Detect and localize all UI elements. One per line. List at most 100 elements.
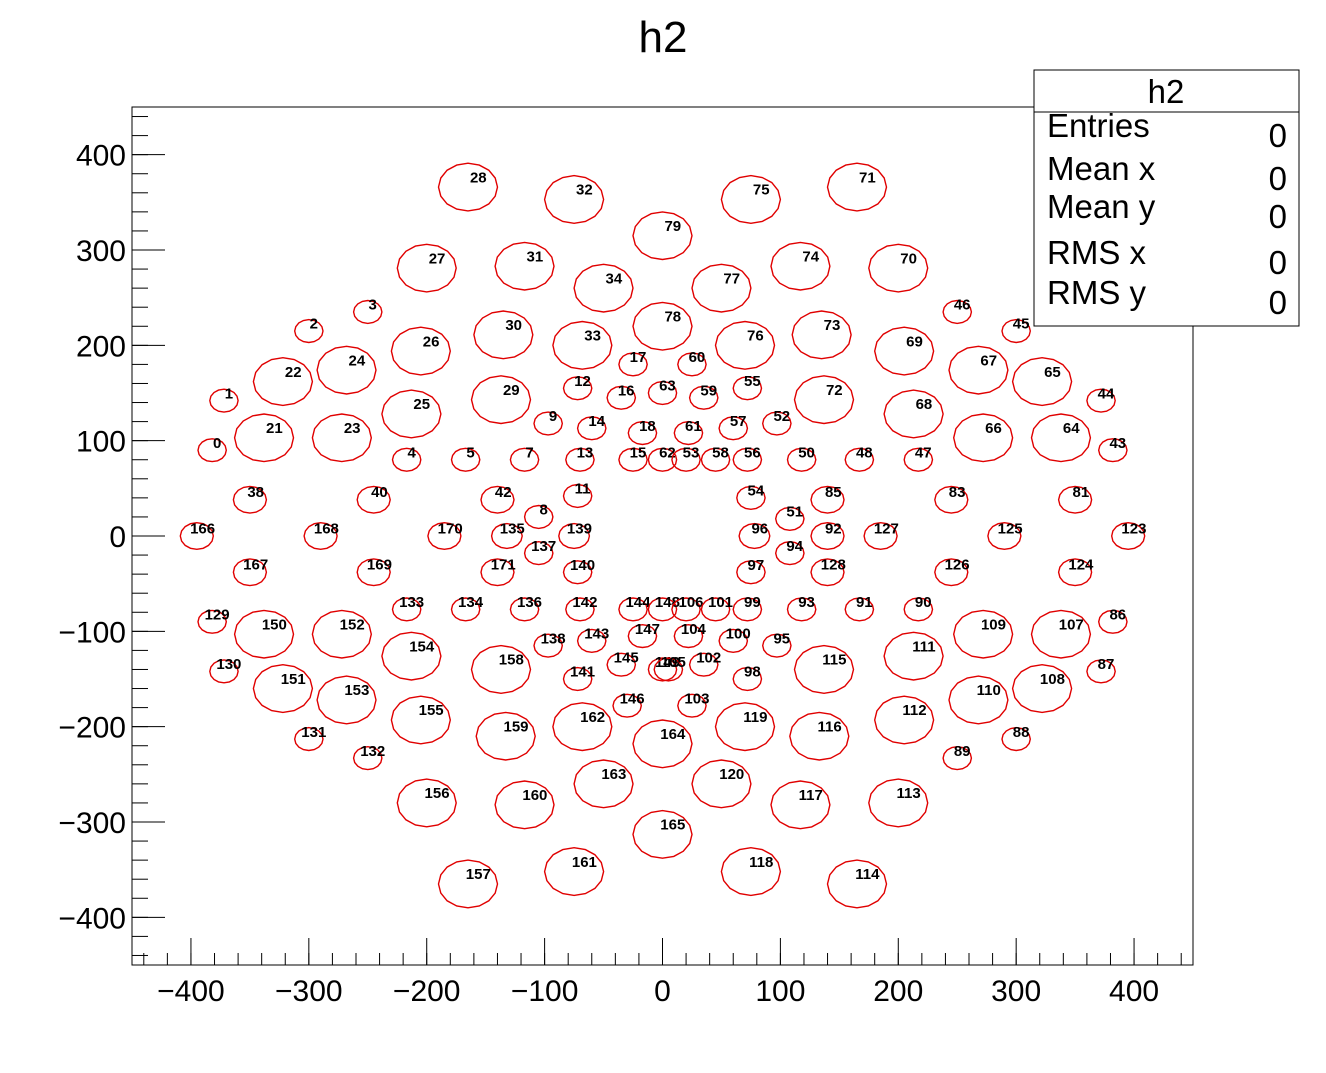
bin-79: 79: [632, 211, 693, 261]
bin-outline: [770, 241, 831, 291]
bin-label: 98: [744, 664, 761, 681]
bin-label: 124: [1068, 557, 1094, 574]
bin-label: 163: [601, 766, 626, 783]
bin-8: 8: [523, 502, 554, 530]
bin-142: 142: [565, 594, 597, 622]
bin-label: 171: [491, 557, 516, 574]
stats-box-frame: [1033, 69, 1300, 327]
bin-65: 65: [1011, 356, 1073, 407]
bin-outline: [303, 521, 338, 551]
stats-row-label: RMS y: [1047, 274, 1147, 311]
bin-outline: [390, 326, 452, 376]
bin-label: 47: [915, 444, 932, 461]
y-tick-label: 400: [76, 140, 126, 173]
bin-17: 17: [618, 349, 648, 377]
bin-169: 169: [356, 557, 392, 587]
bin-outline: [868, 778, 929, 828]
bin-outline: [562, 376, 593, 401]
bin-label: 21: [266, 420, 283, 437]
bin-label: 168: [314, 520, 339, 537]
bin-outline: [868, 243, 929, 293]
bin-151: 151: [252, 663, 314, 714]
bin-outline: [391, 597, 422, 622]
bin-81: 81: [1057, 484, 1093, 514]
bin-125: 125: [987, 520, 1023, 551]
bin-label: 117: [799, 787, 823, 804]
bin-161: 161: [543, 846, 605, 897]
bin-112: 112: [873, 695, 935, 745]
bin-50: 50: [786, 444, 817, 472]
bin-label: 159: [504, 718, 529, 735]
x-tick-label: 300: [991, 975, 1041, 1008]
bin-outline: [688, 385, 719, 410]
bin-outline: [948, 675, 1009, 725]
axes: −400 −300 −200 −100 0 100 200 300 400−400−300−20…: [58, 116, 1182, 1008]
bin-98: 98: [732, 664, 763, 692]
bin-outline: [1097, 609, 1128, 634]
bin-label: 57: [730, 413, 747, 430]
bin-outline: [233, 413, 295, 463]
bin-131: 131: [293, 724, 326, 752]
bin-label: 167: [243, 557, 268, 574]
bin-outline: [618, 597, 648, 622]
bin-label: 14: [588, 413, 605, 430]
bin-38: 38: [232, 484, 268, 514]
bin-144: 144: [618, 594, 651, 622]
bin-label: 66: [985, 420, 1002, 437]
bin-outline: [396, 243, 457, 293]
bin-label: 43: [1109, 435, 1126, 452]
bin-outline: [316, 675, 377, 725]
bin-outline: [903, 597, 934, 622]
bin-158: 158: [470, 644, 532, 695]
bin-label: 139: [567, 521, 592, 538]
bin-label: 61: [685, 418, 702, 435]
bin-label: 86: [1109, 607, 1126, 624]
bin-outline: [671, 447, 701, 472]
bin-outline: [632, 211, 693, 261]
bin-120: 120: [691, 759, 752, 809]
bin-label: 59: [700, 382, 717, 399]
bin-outline: [934, 485, 969, 514]
bin-outline: [533, 633, 564, 658]
bin-label: 157: [466, 866, 491, 883]
bin-45: 45: [1001, 316, 1032, 344]
bin-outline: [948, 345, 1009, 395]
bin-label: 16: [618, 382, 635, 399]
bin-157: 157: [437, 859, 499, 909]
bin-137: 137: [523, 538, 556, 566]
bin-label: 116: [818, 718, 842, 735]
bin-outline: [480, 485, 515, 514]
bin-46: 46: [942, 297, 973, 325]
bin-outline: [1086, 388, 1116, 413]
bin-64: 64: [1030, 413, 1092, 463]
bin-118: 118: [720, 846, 782, 897]
bin-outline: [987, 521, 1022, 551]
bin-label: 31: [527, 248, 544, 265]
bin-outline: [732, 376, 763, 401]
bin-outline: [562, 560, 593, 585]
bin-outline: [437, 162, 499, 212]
bin-outline: [1057, 558, 1093, 587]
bin-outline: [700, 447, 731, 472]
bin-outline: [233, 609, 295, 659]
bin-12: 12: [562, 373, 593, 401]
bin-55: 55: [732, 373, 763, 401]
bin-133: 133: [391, 594, 424, 622]
bin-label: 44: [1098, 385, 1115, 402]
bin-outline: [786, 597, 817, 622]
bin-30: 30: [473, 310, 534, 360]
bin-24: 24: [316, 345, 377, 395]
bin-label: 138: [541, 630, 566, 647]
bin-56: 56: [732, 444, 763, 472]
bin-label: 60: [689, 349, 706, 366]
bin-outline: [618, 352, 648, 377]
bin-outline: [826, 859, 888, 909]
bin-129: 129: [197, 607, 230, 634]
bin-label: 100: [726, 626, 751, 643]
bin-label: 133: [399, 594, 424, 611]
bin-label: 15: [630, 444, 647, 461]
bin-148: 148: [647, 594, 680, 622]
bin-outline: [732, 597, 763, 622]
bin-label: 50: [798, 444, 815, 461]
